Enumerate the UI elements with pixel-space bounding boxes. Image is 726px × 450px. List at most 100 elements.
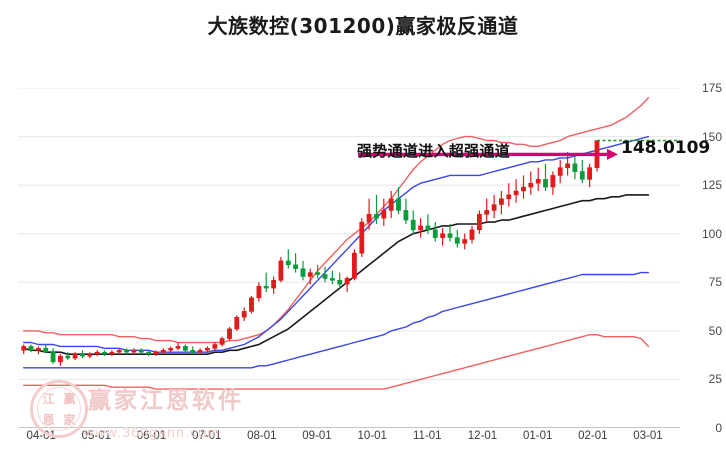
candlestick [94, 350, 100, 357]
candlestick [543, 163, 548, 191]
candlestick [315, 264, 321, 279]
candlestick [535, 167, 541, 191]
series-lower_inner_band [22, 271, 650, 369]
candlestick [447, 224, 453, 242]
candlestick [249, 295, 254, 314]
candlestick [513, 179, 519, 203]
candlestick [153, 350, 159, 357]
x-axis-tick-label: 11-01 [413, 430, 442, 442]
candlestick [197, 348, 203, 355]
candlestick [351, 249, 357, 281]
candlestick [50, 348, 56, 364]
x-axis-tick-label: 01-01 [522, 430, 553, 442]
candlestick [190, 346, 196, 355]
candlestick [183, 344, 188, 353]
candlestick [43, 344, 49, 353]
y-axis-tick-label: 0 [715, 421, 722, 435]
y-axis-tick-label: 125 [701, 178, 722, 193]
candlestick [271, 276, 276, 294]
x-axis-tick-label: 07-01 [191, 430, 222, 442]
candlestick [572, 156, 578, 180]
candlestick [124, 348, 129, 355]
candlestick [557, 159, 563, 184]
candlestick [116, 348, 122, 355]
candlestick [300, 260, 306, 281]
series-lower_outer_band [22, 333, 650, 390]
candlestick [329, 270, 335, 285]
x-axis-tick-label: 06-01 [136, 430, 167, 442]
candlestick [344, 276, 350, 292]
candlestick [219, 336, 225, 347]
candlestick [587, 163, 592, 188]
candlestick [131, 348, 137, 355]
x-axis-tick-label: 04-01 [26, 430, 56, 442]
candlestick [175, 342, 181, 351]
current-price-label: 148.0109 [621, 138, 711, 158]
chart-canvas [18, 88, 680, 428]
candlestick [285, 249, 291, 269]
page-title: 大族数控(301200)赢家极反通道 [207, 14, 519, 38]
x-axis-tick-label: 02-01 [578, 430, 608, 442]
candlestick [388, 191, 394, 219]
candlestick [102, 350, 107, 357]
x-axis-tick-label: 09-01 [302, 430, 332, 442]
candlestick [168, 346, 174, 353]
annotation-arrow-head [607, 148, 618, 160]
candlestick [227, 327, 232, 341]
candlestick [521, 175, 526, 199]
candlestick [476, 210, 482, 234]
candlestick [322, 266, 328, 283]
y-axis-tick-label: 25 [708, 372, 722, 387]
candlestick [506, 183, 512, 207]
chart-annotation-label: 强势通道进入超强通道 [357, 142, 511, 160]
candlestick [418, 218, 423, 238]
candlestick [35, 346, 41, 355]
y-axis-tick-label: 75 [708, 275, 722, 290]
x-axis-tick-label: 08-01 [247, 430, 277, 442]
candlestick [109, 350, 115, 357]
candlestick [462, 233, 468, 250]
candlestick [263, 272, 269, 292]
candlestick [359, 218, 365, 257]
candlestick [374, 194, 379, 224]
candlestick [491, 194, 497, 219]
y-axis-labels: 175 150 125 100 75 50 25 0 [684, 81, 726, 435]
series-center_line [22, 194, 650, 356]
candlestick [410, 210, 416, 234]
x-axis-tick-label: 10-01 [357, 430, 387, 442]
candlestick [498, 191, 504, 215]
candlestick [87, 352, 93, 359]
candlestick [337, 272, 343, 289]
candlestick [241, 307, 247, 322]
candlestick [528, 171, 534, 195]
x-axis-labels: 04-01 05-01 06-01 07-01 08-01 09-01 10-01 11-01… [0, 430, 726, 450]
candlestick [138, 348, 144, 355]
candlestick [21, 344, 27, 355]
candlestick [234, 315, 240, 331]
candlestick [469, 225, 475, 244]
candlestick [403, 198, 409, 224]
candlestick [381, 198, 387, 226]
candlestick [212, 342, 218, 351]
x-axis-tick-label: 05-01 [81, 430, 112, 442]
candlestick [65, 352, 71, 360]
y-axis-tick-label: 175 [701, 81, 722, 95]
y-axis-tick-label: 100 [701, 226, 722, 241]
candlestick [57, 354, 63, 366]
candlestick [440, 227, 445, 246]
candlestick [550, 171, 556, 195]
candlestick [28, 344, 34, 353]
candlestick [72, 352, 78, 360]
y-axis-tick-label: 50 [708, 323, 722, 338]
series-upper_inner_band [22, 135, 650, 353]
candlestick [256, 282, 262, 302]
candlestick [396, 187, 401, 215]
candlestick [205, 346, 210, 353]
candlestick [146, 350, 151, 357]
candlestick [579, 159, 585, 184]
candlestick [307, 268, 313, 285]
y-axis-tick-label: 150 [701, 129, 722, 144]
x-axis-tick-label: 12-01 [467, 430, 498, 442]
candlestick [366, 198, 372, 230]
